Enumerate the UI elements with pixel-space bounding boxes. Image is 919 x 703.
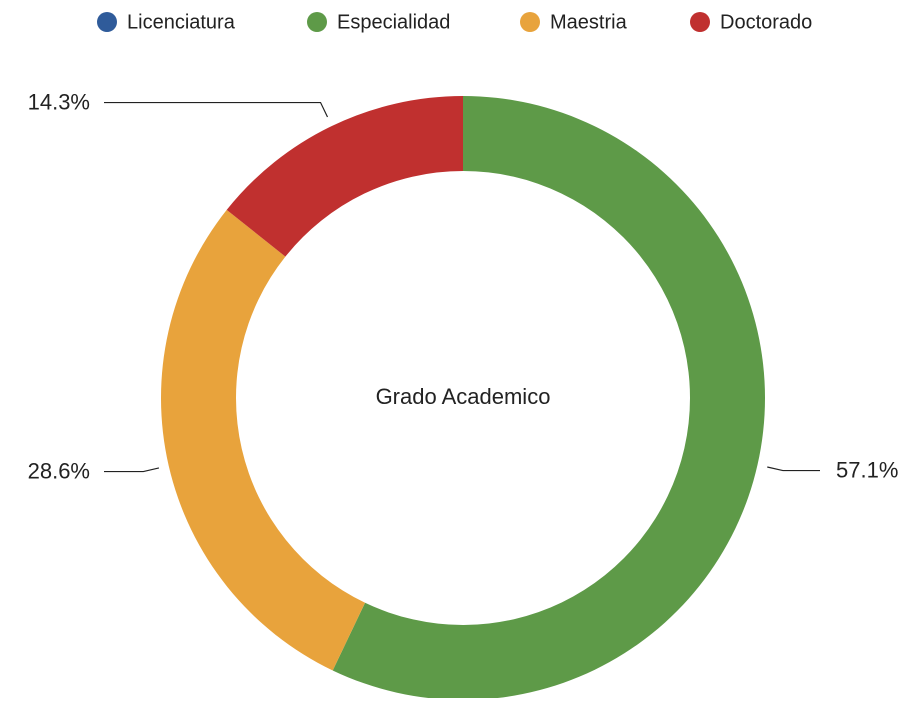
donut-slice xyxy=(226,95,463,257)
legend-marker xyxy=(690,12,710,32)
value-label: 28.6% xyxy=(28,458,90,483)
leader-line xyxy=(104,467,160,473)
value-label: 57.1% xyxy=(836,457,898,482)
leader-line xyxy=(767,466,820,472)
leader-line xyxy=(104,101,329,118)
legend-marker xyxy=(97,12,117,32)
legend-label: Maestria xyxy=(550,11,628,33)
donut-slice xyxy=(332,96,765,700)
donut-slice xyxy=(160,209,366,671)
legend-label: Licenciatura xyxy=(127,11,236,33)
legend-marker xyxy=(520,12,540,32)
legend-label: Especialidad xyxy=(337,11,450,33)
legend-label: Doctorado xyxy=(720,11,812,33)
legend-marker xyxy=(307,12,327,32)
center-title: Grado Academico xyxy=(376,384,551,409)
value-label: 14.3% xyxy=(28,89,90,114)
